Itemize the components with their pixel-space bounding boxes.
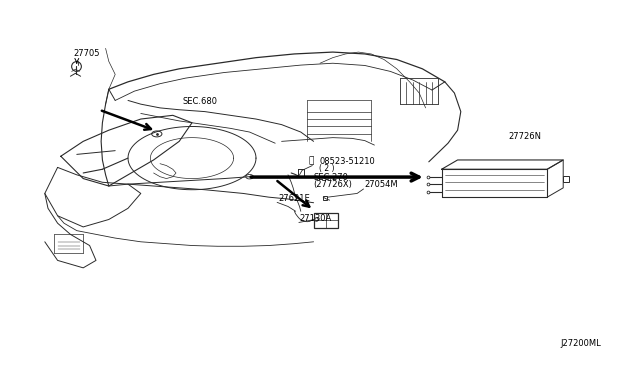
Text: 27726N: 27726N <box>509 132 542 141</box>
FancyBboxPatch shape <box>314 213 338 228</box>
Text: 08523-51210: 08523-51210 <box>320 157 376 166</box>
Text: 27130A: 27130A <box>300 214 332 223</box>
Text: 27054M: 27054M <box>365 180 399 189</box>
Text: 27705: 27705 <box>74 49 100 58</box>
Text: Ⓢ: Ⓢ <box>308 157 314 166</box>
Text: SEC.680: SEC.680 <box>182 97 218 106</box>
Text: (27726X): (27726X) <box>314 180 353 189</box>
Text: SEC.270: SEC.270 <box>314 173 348 182</box>
Text: 27621E: 27621E <box>278 194 310 203</box>
Text: ( 2 ): ( 2 ) <box>319 164 334 173</box>
Text: J27200ML: J27200ML <box>561 339 602 348</box>
